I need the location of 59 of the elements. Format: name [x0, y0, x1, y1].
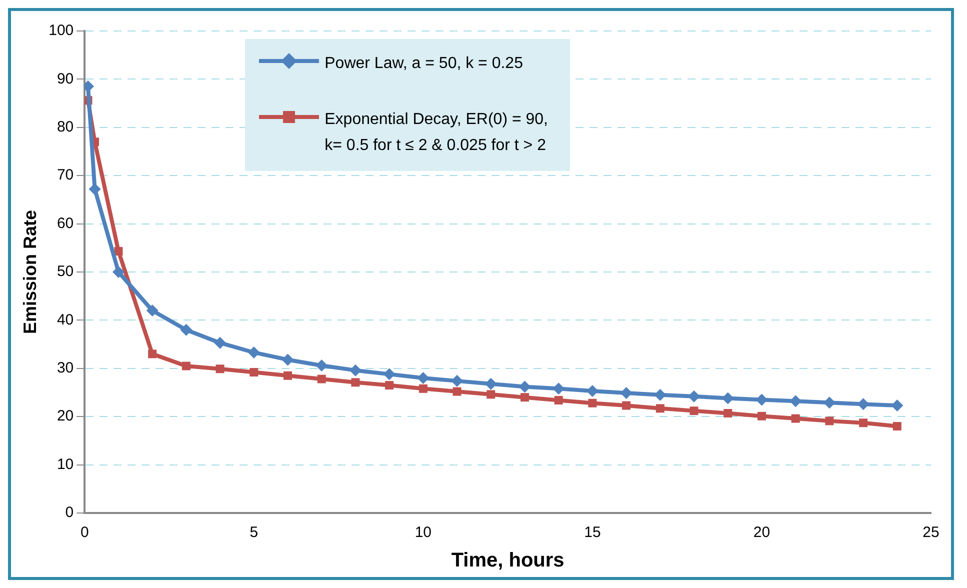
point: [417, 372, 430, 384]
y-tick-label: 70: [56, 166, 74, 184]
point: [316, 360, 328, 372]
point: [791, 414, 800, 423]
point: [148, 350, 157, 358]
point: [88, 183, 101, 196]
y-tick-label: 30: [56, 360, 74, 377]
x-tick-label: 25: [922, 524, 940, 542]
y-tick-label: 10: [56, 456, 74, 473]
y-tick-label: 20: [56, 408, 74, 425]
point: [656, 404, 664, 413]
y-tick-label: 0: [65, 504, 74, 522]
point: [282, 354, 294, 366]
point: [146, 304, 158, 317]
y-tick-label: 100: [48, 22, 74, 40]
point: [825, 416, 834, 426]
y-tick-label: 40: [56, 311, 74, 328]
y-axis-title: Emission Rate: [20, 210, 40, 334]
x-tick-label: 5: [250, 524, 258, 542]
point: [622, 401, 631, 410]
point: [554, 396, 563, 404]
point: [588, 398, 597, 408]
legend-label: Power Law, a = 50, k = 0.25: [324, 54, 523, 74]
y-tick-label: 80: [56, 118, 74, 136]
point: [114, 247, 123, 256]
point: [892, 422, 902, 430]
point: [859, 418, 868, 428]
x-tick-label: 15: [584, 524, 601, 542]
point: [486, 390, 496, 399]
point: [284, 371, 292, 380]
point: [214, 336, 226, 349]
point: [317, 374, 326, 384]
point: [452, 387, 462, 396]
point: [757, 412, 766, 420]
point: [248, 346, 260, 358]
point: [182, 362, 190, 370]
point: [418, 384, 428, 393]
point: [620, 386, 632, 399]
point: [690, 406, 698, 416]
point: [112, 266, 124, 278]
point: [724, 408, 732, 418]
point: [383, 368, 396, 380]
point: [216, 364, 224, 374]
y-tick-label: 60: [56, 214, 74, 232]
x-tick-label: 20: [753, 524, 770, 542]
point: [180, 324, 192, 336]
point: [385, 381, 394, 390]
y-tick-label: 90: [56, 70, 74, 88]
x-tick-label: 0: [80, 524, 89, 542]
x-axis-title: Time, hours: [451, 550, 564, 572]
point: [891, 400, 904, 412]
y-tick-label: 50: [56, 263, 74, 280]
x-tick-label: 10: [414, 524, 432, 542]
point: [451, 374, 464, 387]
point: [349, 364, 362, 376]
point: [520, 393, 529, 402]
point: [250, 368, 258, 376]
point: [351, 378, 360, 387]
legend-label: Exponential Decay, ER(0) = 90, k= 0.5 for t ≤ 2 & 0.025 for t > 2: [324, 110, 548, 156]
